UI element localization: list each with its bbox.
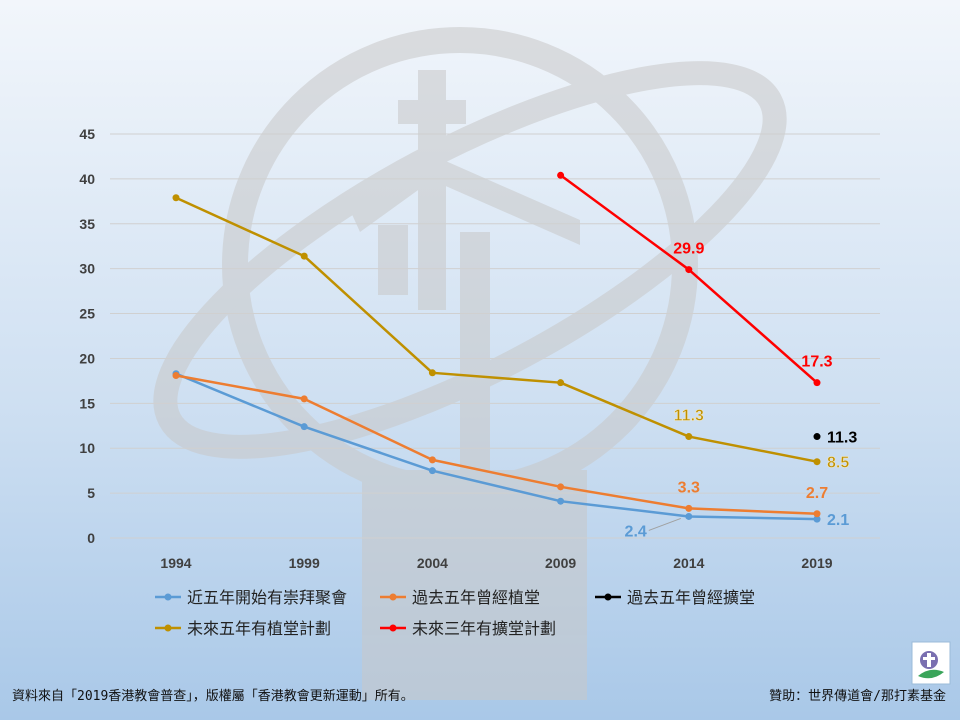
- series-2: [813, 433, 821, 441]
- data-point: [685, 433, 693, 441]
- series-line: [175, 372, 818, 521]
- legend-item: 過去五年曾經擴堂: [595, 588, 755, 607]
- legend-item: 近五年開始有崇拜聚會: [155, 588, 347, 607]
- legend-marker: [389, 624, 397, 632]
- legend-marker: [389, 593, 397, 601]
- y-tick-label: 15: [79, 395, 95, 411]
- x-tick-label: 2004: [417, 555, 448, 571]
- series-4: [557, 171, 821, 387]
- x-tick-label: 1999: [289, 555, 320, 571]
- data-point: [428, 369, 436, 377]
- data-label: 29.9: [673, 241, 704, 258]
- data-point: [685, 504, 693, 512]
- legend-marker: [604, 593, 612, 601]
- source-note: 資料來自「2019香港教會普查」，版權屬「香港教會更新運動」所有。: [12, 688, 414, 704]
- series-line: [175, 374, 818, 516]
- data-point: [557, 171, 565, 179]
- data-point: [300, 395, 308, 403]
- y-tick-label: 30: [79, 261, 95, 277]
- data-point: [685, 266, 693, 274]
- legend-item: 過去五年曾經植堂: [380, 588, 540, 607]
- data-point: [300, 252, 308, 260]
- legend-label: 近五年開始有崇拜聚會: [187, 588, 347, 607]
- axes: 0 5 10 15 20 25 30 35 40 45 1994 1999 2004 2009 2014 20…: [79, 126, 832, 571]
- data-point: [557, 497, 565, 505]
- data-point: [813, 433, 821, 441]
- y-tick-label: 25: [79, 306, 95, 322]
- x-tick-label: 2014: [673, 555, 704, 571]
- x-tick-label: 2009: [545, 555, 576, 571]
- data-point: [428, 456, 436, 464]
- data-label: 2.7: [806, 485, 828, 502]
- data-point: [813, 515, 821, 523]
- y-tick-label: 0: [87, 530, 95, 546]
- x-tick-label: 2019: [801, 555, 832, 571]
- series-line: [175, 196, 818, 463]
- gridlines: [110, 133, 880, 539]
- data-point: [172, 194, 180, 202]
- data-label: 2.4: [625, 523, 647, 540]
- data-label: 11.3: [674, 408, 704, 425]
- legend-item: 未來五年有植堂計劃: [155, 619, 331, 638]
- data-label: 8.5: [827, 455, 849, 472]
- data-label: 17.3: [801, 354, 832, 371]
- data-label: 2.1: [827, 512, 849, 529]
- data-point: [300, 423, 308, 431]
- sponsor-note: 贊助：世界傳道會/那打素基金: [769, 688, 946, 704]
- y-tick-label: 40: [79, 171, 95, 187]
- data-point: [813, 510, 821, 518]
- legend-marker: [164, 593, 172, 601]
- series-layer: [172, 171, 821, 523]
- series-1: [172, 372, 821, 518]
- y-tick-label: 20: [79, 350, 95, 366]
- data-point: [428, 467, 436, 475]
- legend-label: 未來五年有植堂計劃: [187, 619, 331, 638]
- series-0: [172, 370, 821, 523]
- data-label: 11.3: [827, 430, 857, 447]
- corner-logo: [911, 641, 951, 685]
- data-point: [685, 512, 693, 520]
- data-labels: 2.4 2.1 3.3 2.7 11.3 11.3 8.5 29.9 17.3: [625, 241, 858, 541]
- legend-label: 過去五年曾經擴堂: [627, 588, 755, 607]
- leader-line: [648, 517, 681, 531]
- series-3: [172, 194, 821, 466]
- data-point: [557, 483, 565, 491]
- data-label: 3.3: [678, 479, 700, 496]
- y-tick-label: 10: [79, 440, 95, 456]
- data-point: [813, 379, 821, 387]
- legend-marker: [164, 624, 172, 632]
- data-point: [557, 379, 565, 387]
- legend-label: 過去五年曾經植堂: [412, 588, 540, 607]
- y-tick-label: 5: [87, 485, 95, 501]
- data-point: [813, 458, 821, 466]
- y-tick-label: 35: [79, 216, 95, 232]
- y-tick-label: 45: [79, 126, 95, 142]
- legend-item: 未來三年有擴堂計劃: [380, 619, 556, 638]
- x-tick-label: 1994: [160, 555, 191, 571]
- data-point: [172, 372, 180, 380]
- legend-label: 未來三年有擴堂計劃: [412, 619, 556, 638]
